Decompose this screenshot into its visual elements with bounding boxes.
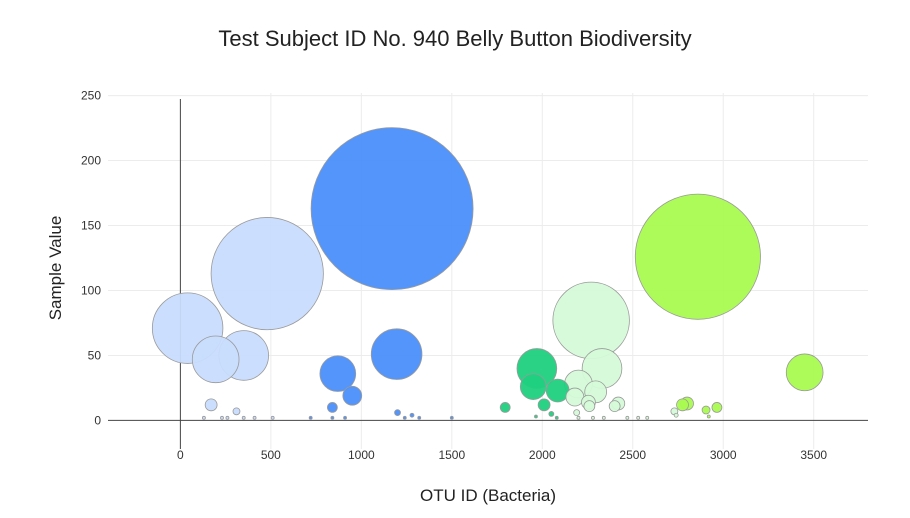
- bubble-point: [591, 415, 595, 420]
- bubble-point: [645, 415, 650, 420]
- bubble-point: [625, 415, 630, 420]
- bubble-point: [576, 415, 581, 420]
- x-tick-label: 0: [177, 448, 184, 462]
- y-tick-label: 200: [81, 154, 101, 168]
- bubble-point: [676, 398, 689, 412]
- y-tick-label: 50: [88, 348, 102, 362]
- bubble-point: [225, 415, 230, 420]
- bubble-point: [565, 387, 585, 407]
- x-tick-label: 2000: [529, 448, 556, 462]
- y-tick-label: 150: [81, 219, 101, 233]
- bubble-point: [402, 415, 407, 420]
- y-axis-title: Sample Value: [46, 215, 65, 321]
- bubble-point: [534, 414, 538, 419]
- bubble-point: [608, 400, 621, 412]
- y-tick-label: 100: [81, 283, 101, 297]
- bubble-point: [330, 415, 335, 420]
- bubble-point: [711, 402, 723, 413]
- bubble-point: [417, 415, 422, 420]
- bubble-point: [548, 411, 555, 417]
- bubble-point: [370, 328, 423, 380]
- bubble-point: [310, 127, 474, 291]
- bubble-point: [202, 415, 206, 420]
- x-tick-label: 3000: [710, 448, 737, 462]
- x-tick-label: 500: [261, 448, 281, 462]
- bubble-point: [342, 385, 363, 406]
- bubble-point: [220, 415, 224, 420]
- bubble-point: [634, 193, 761, 320]
- bubble-point: [706, 414, 711, 419]
- x-tick-label: 3500: [800, 448, 827, 462]
- bubble-point: [552, 281, 630, 360]
- bubble-point: [270, 415, 275, 420]
- bubble-point: [519, 373, 547, 400]
- bubble-point: [449, 415, 454, 420]
- axes: [108, 99, 868, 449]
- bubble-point: [308, 415, 313, 420]
- bubble-point: [601, 415, 606, 420]
- y-tick-label: 0: [94, 413, 101, 427]
- bubble-point: [252, 415, 257, 420]
- tick-labels: 0 500 1000 1500 2000 2500 3000 3500 0 50 100 150 200…: [81, 89, 827, 462]
- bubble-point: [241, 415, 246, 420]
- bubble-point: [191, 335, 240, 384]
- bubble-point: [319, 355, 357, 392]
- bubble-point: [343, 415, 347, 420]
- bubble-point: [499, 402, 511, 413]
- bubble-point: [394, 409, 401, 417]
- bubble-point: [409, 412, 415, 418]
- x-tick-label: 1000: [348, 448, 375, 462]
- chart-title: Test Subject ID No. 940 Belly Button Bio…: [218, 26, 692, 51]
- bubble-point: [554, 415, 559, 420]
- bubble-point: [537, 398, 551, 412]
- bubbles: [151, 127, 824, 420]
- bubble-point: [327, 402, 338, 413]
- bubble-point: [204, 398, 218, 412]
- bubble-point: [210, 217, 324, 331]
- y-tick-label: 250: [81, 89, 101, 103]
- bubble-point: [583, 400, 596, 412]
- x-tick-label: 2500: [619, 448, 646, 462]
- bubble-point: [701, 405, 711, 415]
- x-axis-title: OTU ID (Bacteria): [419, 486, 557, 505]
- bubble-point: [673, 412, 679, 418]
- bubble-point: [232, 407, 241, 416]
- bubble-point: [785, 353, 824, 392]
- bubble-point: [573, 409, 581, 417]
- bubble-point: [636, 415, 641, 420]
- x-tick-label: 1500: [438, 448, 465, 462]
